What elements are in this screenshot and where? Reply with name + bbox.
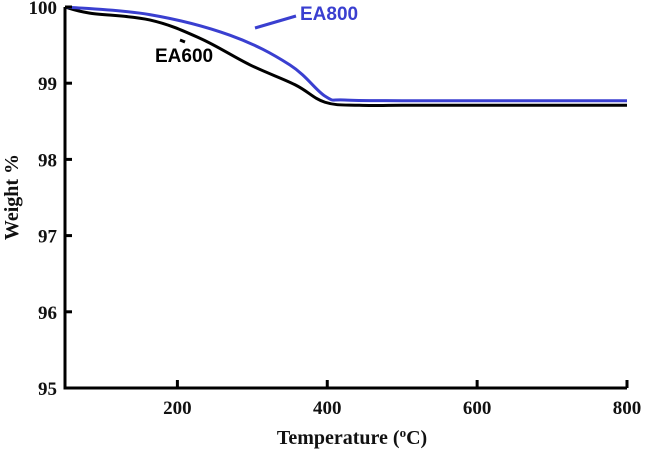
y-tick-label: 95 — [38, 379, 57, 400]
y-tick-label: 96 — [38, 303, 57, 324]
y-tick-label: 99 — [38, 74, 57, 95]
annotation-pointer — [254, 14, 297, 30]
annotations: EA800 EA600 — [155, 4, 358, 67]
series-line-ea600 — [64, 5, 627, 108]
x-axis-title-sup: o — [400, 425, 407, 440]
y-axis-title: Weight % — [1, 154, 23, 240]
y-tick-label: 100 — [29, 0, 58, 19]
axis-lines — [63, 7, 627, 390]
x-tick-label: 600 — [463, 398, 492, 419]
x-axis-title-suffix: C) — [406, 427, 427, 449]
x-tick-label: 200 — [163, 398, 192, 419]
x-axis-title: Temperature (oC) — [277, 425, 427, 449]
series-label-ea800: EA800 — [300, 4, 358, 25]
series-line-ea800 — [64, 5, 627, 103]
x-tick-label: 800 — [613, 398, 642, 419]
annotation-pointer — [179, 38, 186, 44]
x-axis-title-prefix: Temperature ( — [277, 427, 400, 449]
y-tick-label: 97 — [38, 227, 58, 248]
series-layer — [64, 5, 627, 108]
axes: 95 96 97 98 99 100 200 400 600 800 — [29, 0, 642, 419]
series-label-ea600: EA600 — [155, 46, 213, 67]
y-tick-label: 98 — [38, 150, 57, 171]
x-tick-label: 400 — [313, 398, 342, 419]
